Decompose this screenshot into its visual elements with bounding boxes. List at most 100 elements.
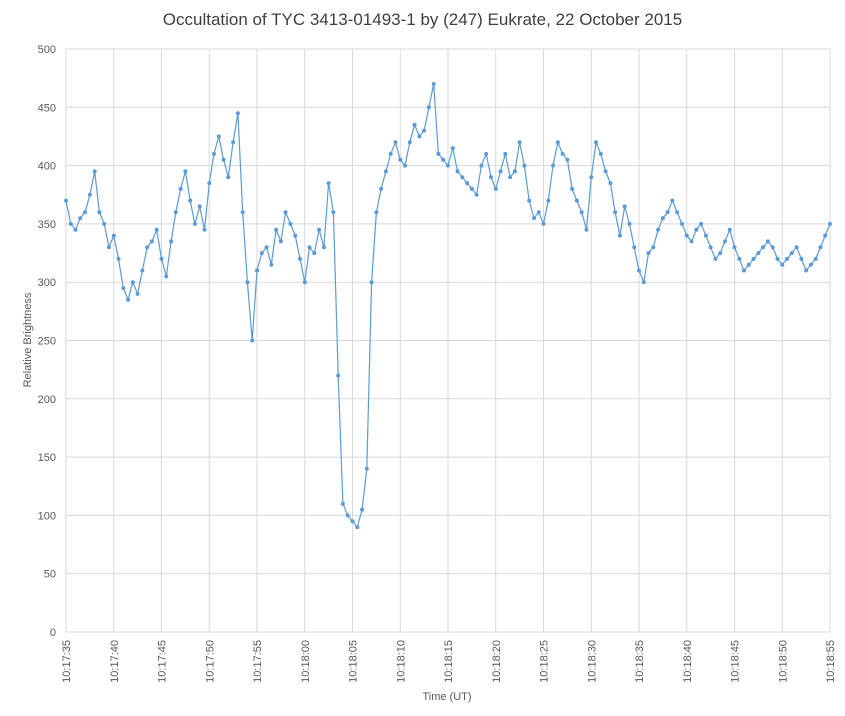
data-point bbox=[374, 210, 379, 215]
data-point bbox=[221, 157, 226, 162]
data-point bbox=[116, 256, 121, 261]
data-point bbox=[431, 82, 436, 86]
data-point bbox=[231, 140, 236, 145]
x-tick-label: 10:18:35 bbox=[634, 640, 646, 683]
y-tick-label: 500 bbox=[38, 44, 56, 56]
data-point bbox=[197, 204, 202, 209]
data-point bbox=[503, 151, 508, 156]
y-tick-label: 200 bbox=[38, 394, 56, 406]
data-point bbox=[808, 262, 813, 267]
data-point bbox=[508, 175, 513, 180]
data-point bbox=[455, 169, 460, 174]
y-tick-label: 300 bbox=[38, 277, 56, 289]
data-point bbox=[312, 251, 317, 256]
data-point bbox=[770, 245, 775, 250]
data-point bbox=[627, 221, 632, 226]
data-point bbox=[283, 210, 288, 215]
data-point bbox=[603, 169, 608, 174]
data-point bbox=[97, 210, 102, 215]
data-point bbox=[92, 169, 97, 174]
data-point bbox=[813, 256, 818, 261]
data-point bbox=[288, 221, 293, 226]
data-point bbox=[422, 128, 427, 133]
data-point bbox=[226, 175, 231, 180]
data-point bbox=[699, 221, 704, 226]
data-point bbox=[245, 280, 250, 285]
x-tick-label: 10:17:35 bbox=[61, 640, 73, 683]
data-point bbox=[140, 268, 145, 273]
data-point bbox=[383, 169, 388, 174]
data-point bbox=[403, 163, 407, 168]
data-point bbox=[613, 210, 618, 215]
data-point bbox=[708, 245, 713, 250]
data-point bbox=[178, 186, 183, 191]
data-point bbox=[680, 221, 684, 226]
y-tick-label: 0 bbox=[50, 627, 56, 639]
data-point bbox=[665, 210, 670, 215]
data-point bbox=[255, 268, 259, 273]
data-point bbox=[751, 256, 756, 261]
data-point bbox=[775, 256, 780, 261]
data-point bbox=[83, 210, 88, 215]
data-point bbox=[369, 280, 374, 285]
data-point bbox=[460, 175, 465, 180]
data-point bbox=[183, 169, 188, 174]
data-point bbox=[479, 163, 484, 168]
data-point bbox=[317, 227, 322, 232]
x-tick-label: 10:18:40 bbox=[682, 640, 694, 683]
data-point bbox=[727, 227, 732, 232]
x-tick-label: 10:18:00 bbox=[300, 640, 312, 683]
data-point bbox=[450, 146, 455, 151]
data-point bbox=[436, 151, 441, 156]
y-tick-label: 400 bbox=[38, 161, 56, 173]
chart-title: Occultation of TYC 3413-01493-1 by (247)… bbox=[162, 10, 683, 29]
data-point bbox=[785, 256, 789, 261]
data-point bbox=[278, 239, 283, 244]
data-point bbox=[274, 227, 279, 232]
data-point bbox=[703, 233, 708, 238]
data-point bbox=[723, 239, 727, 244]
x-tick-label: 10:18:25 bbox=[539, 640, 551, 683]
data-point bbox=[512, 169, 517, 174]
y-tick-label: 250 bbox=[38, 336, 56, 348]
data-point bbox=[694, 227, 699, 232]
y-axis-title: Relative Brightness bbox=[22, 292, 34, 387]
y-tick-label: 100 bbox=[38, 510, 56, 522]
data-point bbox=[780, 262, 785, 267]
data-point bbox=[570, 186, 575, 191]
data-point bbox=[336, 373, 341, 378]
x-tick-label: 10:18:30 bbox=[586, 640, 598, 683]
data-point bbox=[637, 268, 641, 273]
x-tick-label: 10:18:45 bbox=[730, 640, 742, 683]
data-point bbox=[532, 216, 536, 221]
data-point bbox=[360, 507, 365, 512]
data-point bbox=[617, 233, 622, 238]
y-tick-label: 350 bbox=[38, 219, 56, 231]
data-point bbox=[135, 291, 140, 296]
data-point bbox=[551, 163, 555, 168]
data-point bbox=[412, 122, 417, 127]
data-point bbox=[670, 198, 675, 203]
data-point bbox=[169, 239, 174, 244]
data-point bbox=[560, 151, 565, 156]
axis-layer: 0 50 100 150 200 250 300 350 400 450 500 10:17:35 10… bbox=[38, 44, 837, 683]
data-point bbox=[446, 163, 450, 168]
data-point bbox=[64, 198, 68, 203]
data-point bbox=[536, 210, 541, 215]
data-point bbox=[321, 245, 326, 250]
data-point bbox=[159, 256, 164, 261]
data-point bbox=[216, 134, 221, 139]
y-tick-label: 50 bbox=[44, 569, 56, 581]
data-point bbox=[111, 233, 116, 238]
series-layer bbox=[64, 82, 832, 530]
data-point bbox=[407, 140, 412, 145]
x-tick-label: 10:18:05 bbox=[348, 640, 360, 683]
data-point bbox=[102, 221, 107, 226]
data-point bbox=[632, 245, 637, 250]
data-point bbox=[794, 245, 799, 250]
x-tick-label: 10:17:50 bbox=[204, 640, 216, 683]
data-point bbox=[594, 140, 598, 145]
data-point bbox=[149, 239, 154, 244]
data-point bbox=[713, 256, 718, 261]
data-point bbox=[651, 245, 656, 250]
